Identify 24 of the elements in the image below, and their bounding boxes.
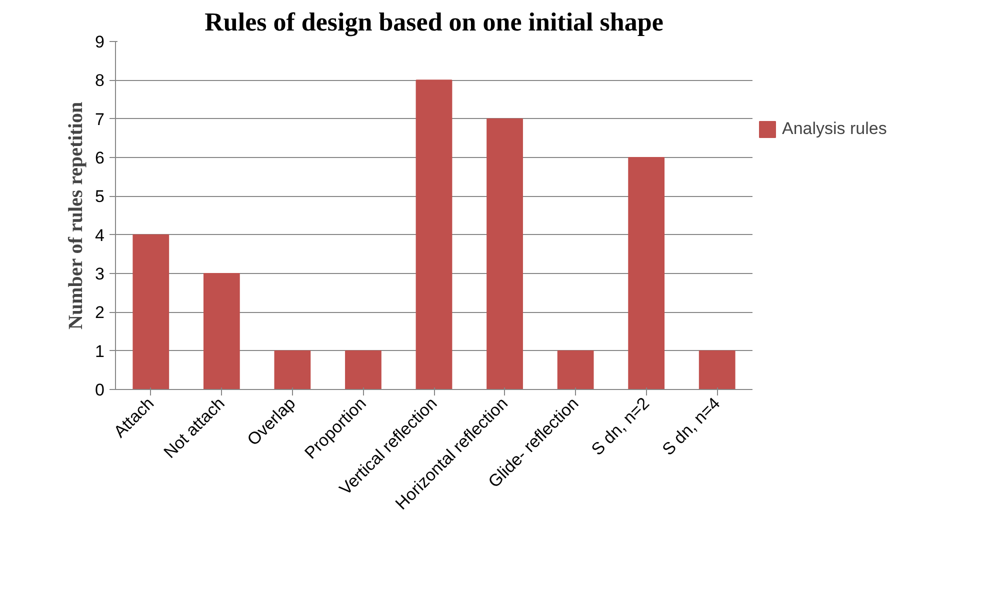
chart-title: Rules of design based on one initial shape <box>204 8 664 36</box>
y-tick-label: 9 <box>95 32 105 52</box>
y-tick-label: 5 <box>95 187 105 206</box>
bar <box>274 350 311 390</box>
y-tick-label: 2 <box>95 303 105 322</box>
bar <box>345 350 382 390</box>
y-tick-label: 6 <box>95 148 105 168</box>
x-tick-label: S dn, n=2 <box>588 394 654 460</box>
y-tick-label: 4 <box>95 226 105 245</box>
x-tick-label: S dn, n=4 <box>658 394 724 460</box>
bar <box>416 80 452 390</box>
y-tick-label: 1 <box>95 342 105 361</box>
y-tick-label: 3 <box>95 264 105 284</box>
y-axis-title: Number of rules repetition <box>65 102 88 330</box>
bar <box>698 350 736 390</box>
bar <box>132 234 170 390</box>
bar <box>203 273 240 390</box>
y-tick-label: 8 <box>95 71 105 90</box>
bar <box>557 350 594 390</box>
bar <box>486 118 523 390</box>
bar <box>628 157 665 390</box>
legend-label: Analysis rules <box>782 119 887 139</box>
y-tick-label: 7 <box>95 110 105 129</box>
y-tick-label: 0 <box>95 380 105 400</box>
